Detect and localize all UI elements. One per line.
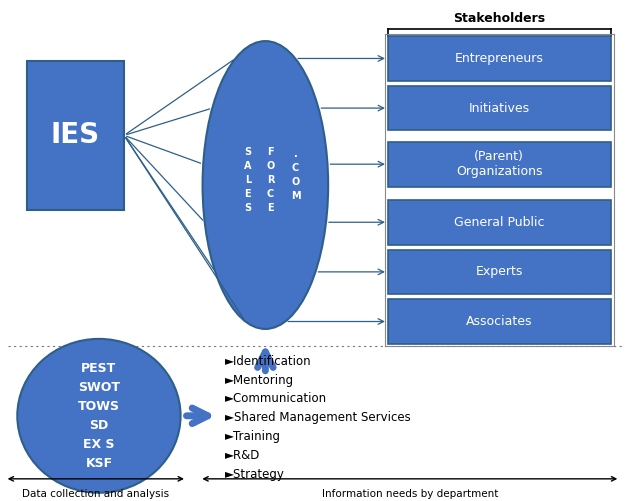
Text: Stakeholders: Stakeholders (453, 12, 545, 25)
Text: Information needs by department: Information needs by department (322, 489, 498, 498)
FancyBboxPatch shape (27, 61, 124, 210)
Ellipse shape (17, 339, 180, 493)
Ellipse shape (203, 41, 328, 329)
Text: .
C
O
M: . C O M (291, 149, 300, 201)
Text: ►R&D: ►R&D (225, 449, 260, 462)
Text: F
O
R
C
E: F O R C E (266, 147, 274, 213)
FancyBboxPatch shape (388, 142, 611, 186)
FancyBboxPatch shape (388, 299, 611, 344)
Text: ►Communication: ►Communication (225, 392, 327, 405)
FancyBboxPatch shape (388, 86, 611, 130)
FancyBboxPatch shape (388, 200, 611, 244)
Text: IES: IES (51, 121, 100, 149)
Text: ►Shared Management Services: ►Shared Management Services (225, 411, 410, 424)
Text: ►Training: ►Training (225, 430, 281, 443)
Text: ►Mentoring: ►Mentoring (225, 374, 293, 387)
Text: Entrepreneurs: Entrepreneurs (455, 52, 544, 65)
Text: PEST
SWOT
TOWS
SD
EX S
KSF: PEST SWOT TOWS SD EX S KSF (78, 362, 120, 470)
Text: Data collection and analysis: Data collection and analysis (22, 489, 169, 498)
FancyBboxPatch shape (388, 249, 611, 294)
Text: S
A
L
E
S: S A L E S (244, 147, 252, 213)
Text: Associates: Associates (466, 315, 533, 328)
Text: ►Identification: ►Identification (225, 355, 311, 368)
Text: (Parent)
Organizations: (Parent) Organizations (456, 150, 543, 178)
Text: Initiatives: Initiatives (469, 102, 530, 115)
Text: ►Strategy: ►Strategy (225, 468, 285, 481)
Text: General Public: General Public (454, 216, 545, 229)
Text: Experts: Experts (476, 266, 523, 279)
FancyBboxPatch shape (388, 36, 611, 81)
